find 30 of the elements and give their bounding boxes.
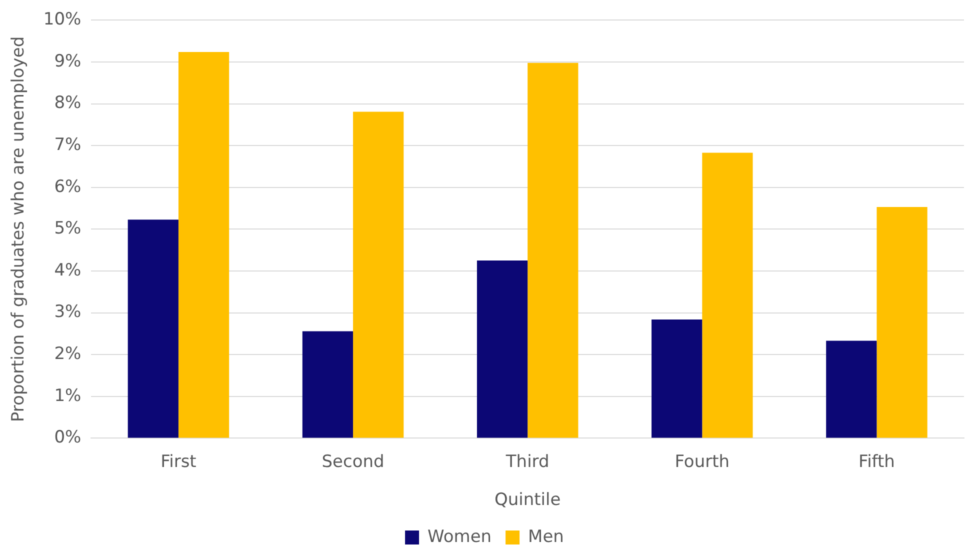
y-tick-label: 5%	[54, 218, 82, 239]
bar	[652, 319, 702, 438]
y-tick-label: 7%	[54, 135, 82, 156]
y-tick-label: 8%	[54, 93, 82, 114]
x-tick-label: Fifth	[858, 452, 895, 472]
bar	[128, 220, 178, 438]
y-tick-label: 0%	[54, 428, 82, 448]
x-tick-label: Third	[504, 452, 550, 472]
y-tick-label: 6%	[54, 176, 82, 197]
y-tick-label: 2%	[54, 344, 82, 364]
legend-label: Women	[428, 526, 492, 547]
bar	[876, 207, 928, 438]
y-tick-label: 3%	[54, 302, 82, 322]
y-tick-label: 4%	[54, 260, 82, 280]
bar	[826, 340, 877, 438]
x-tick-label: Second	[322, 452, 384, 472]
y-axis-title: Proportion of graduates who are unemployed	[8, 36, 29, 422]
y-tick-label: 10%	[43, 10, 82, 30]
x-tick-label: Fourth	[674, 452, 730, 472]
bar	[528, 62, 578, 438]
bar	[702, 152, 753, 438]
bar	[476, 260, 528, 438]
bar	[178, 52, 230, 438]
legend-label: Men	[528, 526, 564, 547]
bar	[302, 331, 354, 438]
x-axis-title: Quintile	[494, 490, 561, 510]
bar	[353, 112, 404, 438]
x-tick-label: First	[160, 452, 197, 472]
y-tick-label: 1%	[54, 386, 82, 406]
y-tick-label: 9%	[54, 51, 82, 72]
